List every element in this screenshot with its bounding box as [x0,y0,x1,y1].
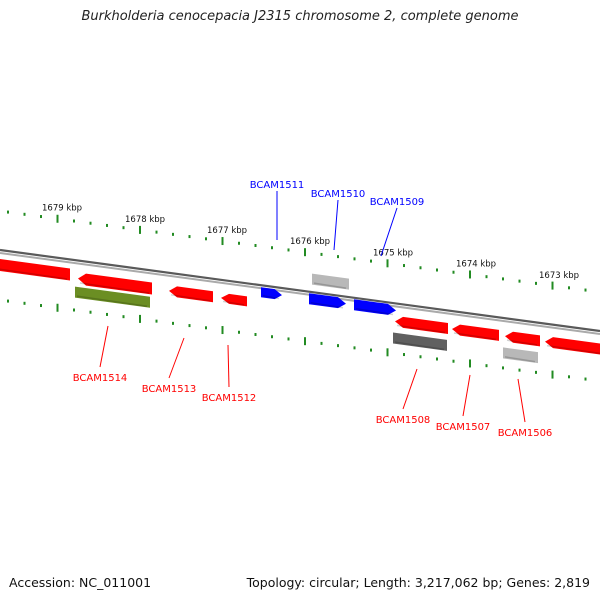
gene-label-BCAM1511: BCAM1511 [250,180,305,191]
map-title: Burkholderia cenocepacia J2315 chromosom… [81,9,519,24]
gene-arrow-BCAM1514-shade [76,295,148,307]
gene-arrow-pseudo-upper-shade [313,282,347,289]
gene-arrow-BCAM1512b [221,293,247,307]
genome-summary-text: Topology: circular; Length: 3,217,062 bp… [246,575,590,590]
backbone-line [0,248,600,333]
gene-arrow-BCAM1509-shade [355,308,394,316]
gene-label-BCAM1508: BCAM1508 [376,415,431,426]
gene-arrow-pseudo-light-shade [504,356,536,363]
gene-arrow-pseudo-upper [312,273,349,290]
leader-line-BCAM1509 [380,207,398,257]
gene-label-BCAM1514: BCAM1514 [73,373,128,384]
gene-arrow-BCAM1506 [505,331,540,347]
tick-label: 1679 kbp [42,204,82,214]
tick-label: 1676 kbp [290,237,330,247]
tick-label: 1674 kbp [456,260,496,270]
gene-arrow-BCAM1508 [395,316,448,334]
leader-line-BCAM1512 [227,344,230,388]
gene-arrow-BCAM1512b-shade [222,300,245,306]
tick-label: 1678 kbp [125,215,165,225]
gene-label-BCAM1512: BCAM1512 [202,393,257,404]
gene-arrow-BCAM1513 [78,273,152,295]
gene-arrow-BCAM1510-shade [310,301,344,309]
gene-label-BCAM1509: BCAM1509 [370,197,425,208]
gene-arrow-BCAM1512 [169,286,213,303]
gene-arrow-BCAM1509 [354,299,396,315]
backbone-shadow [0,252,600,335]
gene-arrow-BCAM1506-shade [506,339,538,346]
gene-arrow-left-edge-shade [0,268,68,280]
gene-arrow-BCAM1512-shade [170,294,211,302]
accession-text: Accession: NC_011001 [9,575,152,590]
gene-arrow-BCAM1511 [261,287,282,300]
gene-arrow-BCAM1507-shade [453,332,497,341]
gene-arrow-pseudo-dark [393,332,447,351]
leader-line-BCAM1508 [402,368,418,410]
gene-arrow-BCAM1507 [452,324,499,341]
leader-line-BCAM1507 [462,374,471,417]
gene-arrow-BCAM1510 [309,293,346,309]
leader-line-BCAM1506 [517,378,526,423]
gene-arrow-right-edge-shade [546,344,600,355]
leader-line-BCAM1510 [333,199,339,251]
tick-label: 1677 kbp [207,226,247,236]
gene-arrow-pseudo-dark-shade [394,341,445,351]
gene-arrow-pseudo-light [503,347,538,364]
gene-label-BCAM1507: BCAM1507 [436,422,491,433]
gene-arrow-BCAM1508-shade [396,324,446,334]
gene-label-BCAM1510: BCAM1510 [311,189,366,200]
gene-label-BCAM1513: BCAM1513 [142,384,197,395]
leader-line-BCAM1514 [99,325,109,368]
gene-arrow-left-edge [0,259,70,281]
gene-arrow-right-edge [545,337,600,355]
leader-line-BCAM1513 [168,337,185,379]
gene-arrow-BCAM1514 [75,286,150,308]
gene-label-BCAM1506: BCAM1506 [498,428,553,439]
tick-label: 1673 kbp [539,271,579,281]
tick-label: 1675 kbp [373,248,413,258]
gene-arrow-BCAM1513-shade [79,282,150,294]
gene-arrow-BCAM1511-shade [262,294,280,300]
